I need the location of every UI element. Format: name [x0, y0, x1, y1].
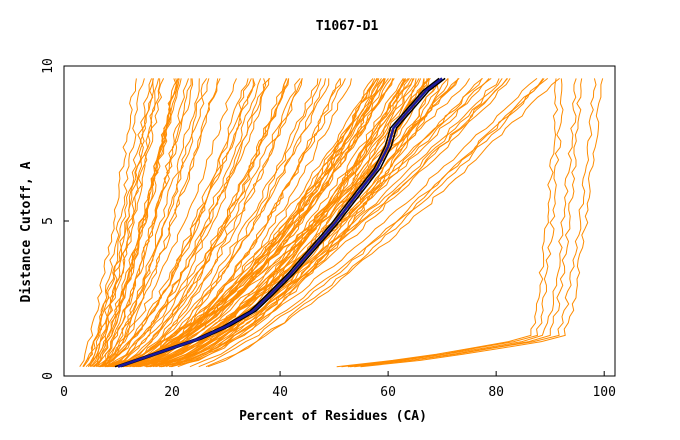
model-line: [97, 78, 254, 368]
model-line: [122, 78, 319, 368]
highlight-lines: [114, 77, 446, 368]
model-line: [115, 78, 376, 368]
x-tick-label: 0: [60, 385, 68, 400]
model-line: [123, 78, 303, 368]
x-tick-label: 20: [164, 385, 180, 400]
model-line: [354, 78, 597, 368]
model-line: [96, 78, 237, 368]
model-line: [118, 78, 385, 368]
model-line: [111, 78, 288, 368]
x-axis-label: Percent of Residues (CA): [239, 409, 427, 424]
model-line: [119, 78, 471, 368]
model-line: [207, 78, 549, 368]
model-line: [127, 78, 322, 368]
model-line: [98, 78, 249, 368]
model-line: [109, 78, 270, 368]
model-line: [336, 78, 559, 368]
model-line: [95, 78, 179, 367]
model-line: [177, 78, 538, 368]
model-line: [198, 78, 545, 368]
y-tick-label: 5: [41, 217, 56, 225]
model-line: [87, 78, 161, 368]
model-line: [123, 78, 394, 368]
x-tick-label: 80: [488, 385, 504, 400]
y-axis-ticks: 0 5 10: [41, 58, 69, 380]
model-line: [149, 78, 492, 368]
x-tick-label: 40: [272, 385, 288, 400]
model-line: [125, 78, 386, 368]
model-line: [115, 78, 380, 368]
model-line: [169, 78, 508, 368]
model-line: [341, 78, 564, 368]
x-tick-label: 60: [380, 385, 396, 400]
model-line: [93, 78, 194, 368]
model-line: [129, 78, 404, 368]
model-line: [103, 78, 200, 367]
y-axis-label: Distance Cutoff, A: [19, 161, 34, 302]
model-line: [104, 78, 267, 368]
y-tick-label: 0: [41, 372, 56, 380]
model-line: [83, 78, 154, 367]
model-line: [100, 78, 189, 368]
highlight-line: [117, 77, 443, 368]
model-line: [106, 78, 221, 367]
model-line: [82, 78, 153, 367]
x-tick-label: 100: [592, 385, 615, 400]
model-line: [102, 78, 219, 368]
model-line: [87, 78, 165, 367]
chart-title: T1067-D1: [316, 19, 379, 34]
model-line: [118, 78, 290, 368]
model-line: [205, 78, 560, 368]
model-line: [165, 78, 508, 368]
model-line: [132, 78, 459, 368]
model-line: [139, 78, 413, 368]
model-line: [93, 78, 182, 368]
x-axis-ticks: 0 20 40 60 80 100: [60, 371, 616, 400]
model-line: [118, 78, 382, 368]
model-line: [347, 78, 577, 368]
model-line: [114, 78, 460, 368]
model-line: [138, 78, 352, 368]
model-line: [170, 78, 446, 368]
model-line: [360, 78, 604, 368]
model-line: [79, 78, 137, 367]
model-line: [99, 78, 374, 368]
model-lines: [79, 78, 604, 368]
model-line: [83, 78, 145, 367]
model-line: [122, 78, 330, 368]
model-line: [112, 78, 287, 368]
model-line: [350, 78, 583, 368]
y-tick-label: 10: [41, 58, 56, 74]
model-line: [171, 78, 511, 368]
model-line: [189, 78, 544, 368]
model-line: [100, 78, 210, 367]
